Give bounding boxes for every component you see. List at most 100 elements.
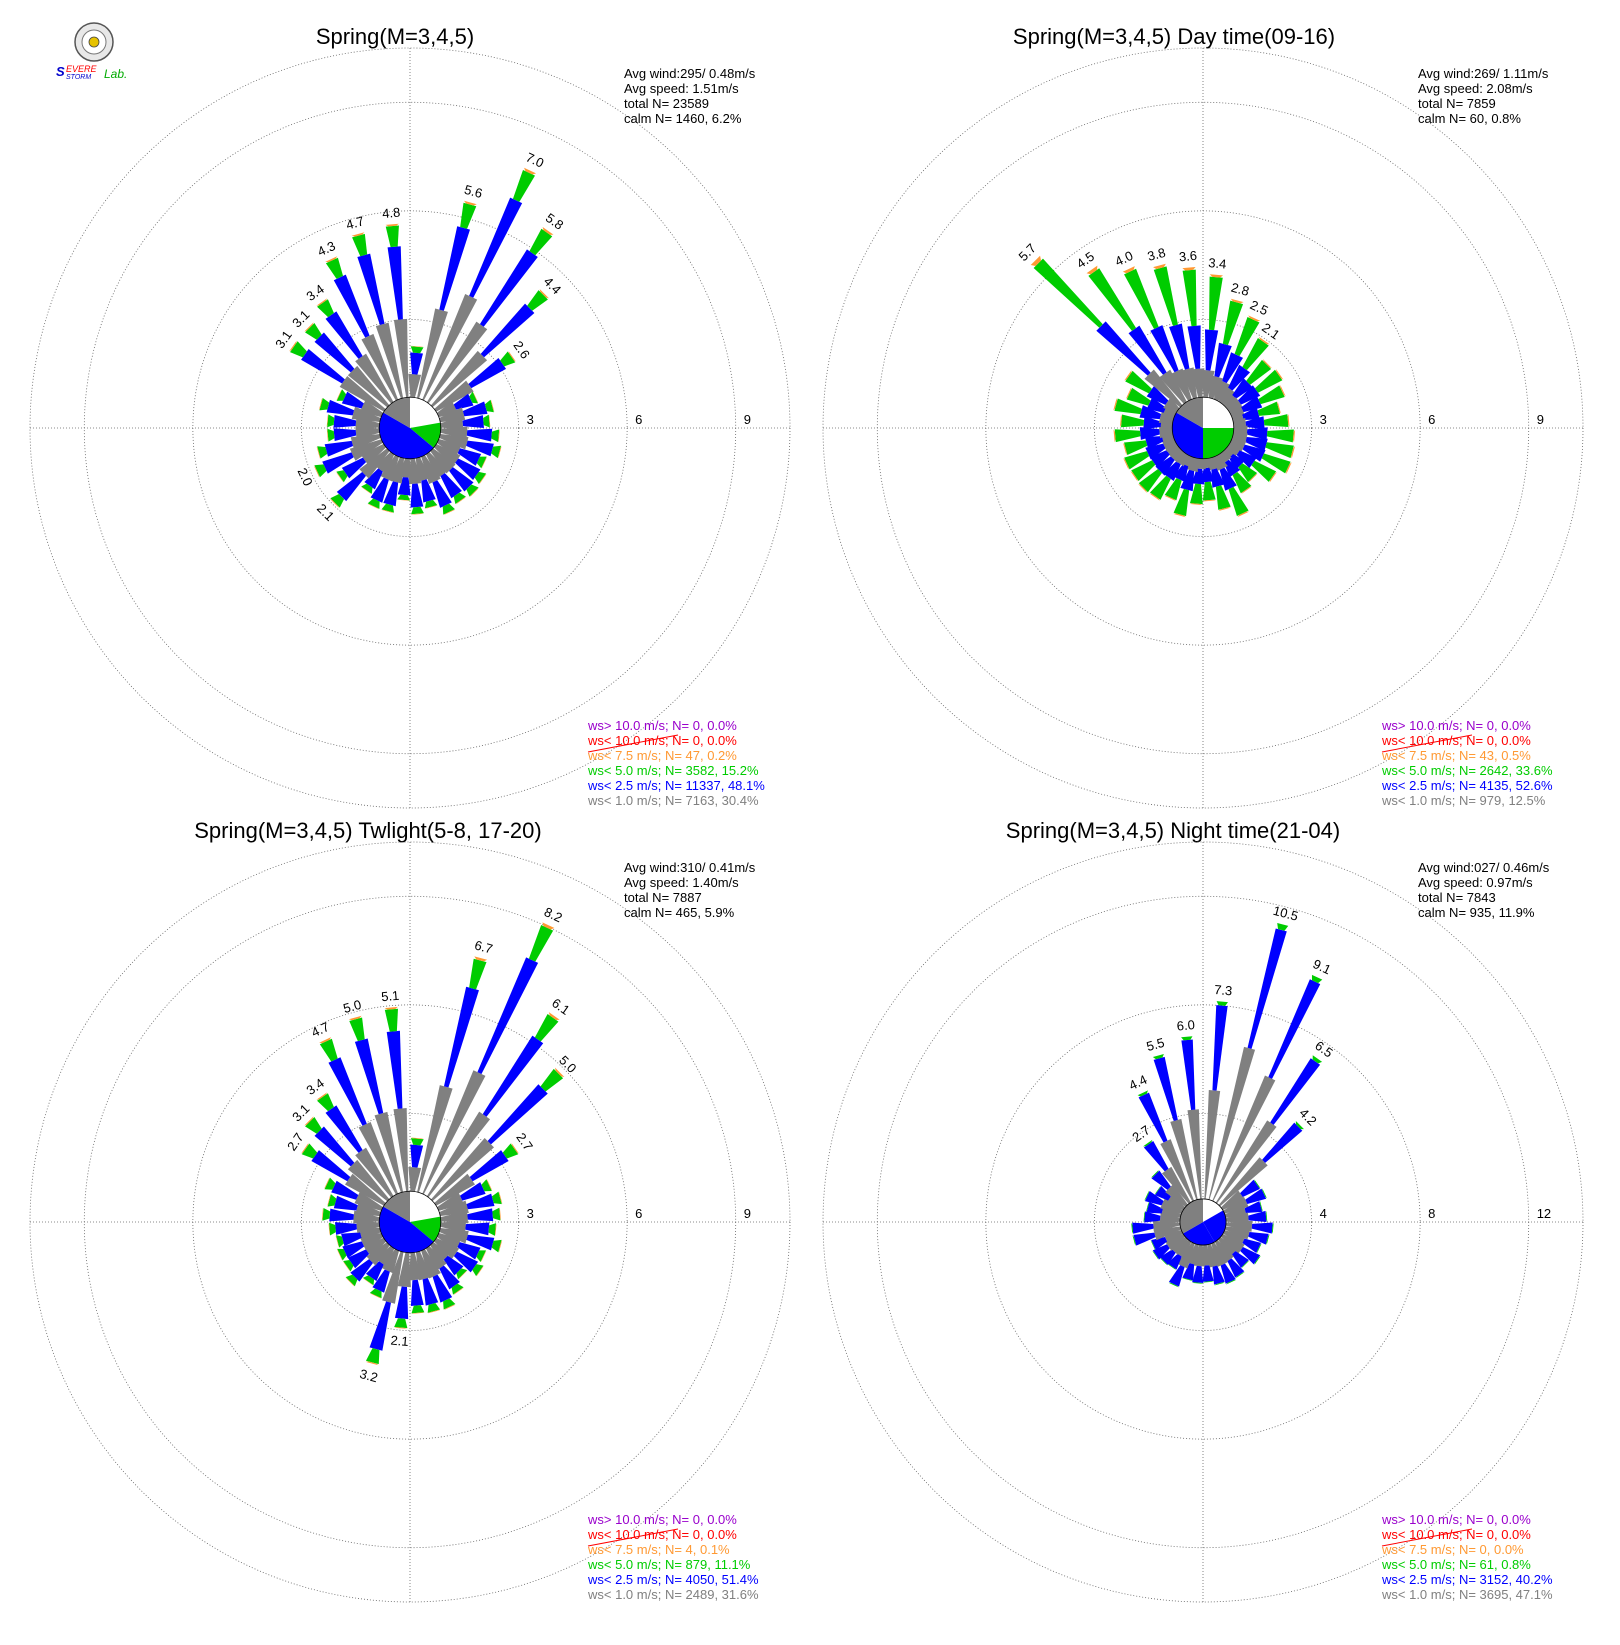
sector-bar-65-seg0 (1223, 1196, 1249, 1214)
sector-bar-195-seg2 (1182, 1278, 1193, 1282)
sector-bar-295-seg0 (354, 1191, 383, 1211)
sector-bar-335-seg2 (1137, 1090, 1148, 1097)
sector-bar-195-seg0 (382, 1251, 404, 1304)
sector-bar-305-seg3 (289, 340, 297, 352)
sector-bar-345-seg2 (1153, 266, 1178, 326)
sector-bar-225-seg2 (1138, 469, 1162, 493)
calm-hub-outline (378, 396, 442, 460)
sector-bar-275-seg1 (329, 1208, 354, 1222)
sector-bar-235-seg2 (343, 1260, 354, 1272)
legend-entry-3: ws< 7.5 m/s; N= 4, 0.1% (587, 1542, 730, 1557)
sector-bar-65-seg1 (460, 1182, 486, 1201)
legend-entry-3: ws< 7.5 m/s; N= 0, 0.0% (1381, 1542, 1524, 1557)
sector-bar-75-seg1 (466, 1193, 495, 1210)
sector-bar-215-seg1 (364, 468, 383, 490)
sector-bar-115-seg0 (1223, 1230, 1246, 1246)
sector-total-label: 2.1 (390, 1333, 409, 1350)
sector-bar-295-seg2 (336, 389, 347, 401)
sector-bar-55-seg0 (434, 380, 474, 412)
sector-bar-195-seg1 (1180, 469, 1195, 492)
legend-entry-2: ws< 10.0 m/s; N= 0, 0.0% (1381, 1527, 1531, 1542)
sector-bar-325-seg2 (1143, 1139, 1153, 1147)
sector-bar-285-seg1 (326, 399, 355, 416)
sector-bar-135-seg3 (469, 487, 480, 498)
calm-hub-outline (378, 1190, 442, 1254)
sector-total-label: 5.8 (543, 210, 566, 233)
sector-bar-325-seg2 (1088, 268, 1137, 331)
sector-bar-305-seg1 (1146, 385, 1169, 405)
sector-bar-115-seg1 (1242, 1238, 1262, 1254)
sector-bar-95-seg3 (495, 1223, 497, 1236)
sector-bar-275-seg1 (1144, 1211, 1161, 1223)
radial-ring-1 (301, 1113, 519, 1331)
sector-total-label: 4.4 (1127, 1072, 1150, 1093)
sector-total-label: 2.7 (284, 1130, 307, 1153)
sector-bar-65-seg0 (436, 1192, 464, 1211)
sector-bar-265-seg3 (326, 428, 329, 442)
sector-bar-75-seg2 (1259, 1200, 1263, 1212)
sector-bar-305-seg1 (301, 348, 345, 384)
sector-bar-205-seg1 (1173, 464, 1189, 482)
sector-bar-125-seg0 (433, 1237, 460, 1260)
sector-bar-65-seg3 (473, 391, 479, 404)
sector-bar-55-seg1 (469, 1150, 509, 1182)
sector-bar-205-seg1 (1168, 1265, 1185, 1287)
sector-bar-305-seg3 (300, 1142, 309, 1154)
sector-bar-145-seg2 (453, 492, 466, 505)
sector-bar-125-seg3 (479, 473, 487, 485)
sector-bar-135-seg2 (1241, 1260, 1250, 1269)
stats-line-2: Avg speed: 2.08m/s (1418, 81, 1533, 96)
sector-total-label: 4.0 (1113, 248, 1136, 269)
sector-bar-45-seg1 (1232, 378, 1253, 399)
sector-bar-155-seg2 (443, 1298, 456, 1310)
sector-bar-265-seg2 (1114, 429, 1141, 443)
sector-bar-255-seg3 (316, 446, 320, 459)
sector-total-label: 3.4 (1208, 255, 1227, 272)
sector-bar-315-seg0 (347, 365, 390, 408)
sector-bar-95-seg2 (1271, 1222, 1274, 1234)
legend-entry-5: ws< 2.5 m/s; N= 11337, 48.1% (587, 778, 765, 793)
sector-bar-75-seg3 (499, 1191, 503, 1204)
radial-tick-label: 6 (1428, 412, 1435, 427)
sector-bar-45-seg2 (1295, 1121, 1304, 1130)
sector-bar-205-seg2 (1168, 1282, 1179, 1288)
sector-bar-335-seg1 (333, 274, 370, 338)
sector-bar-295-seg2 (324, 1177, 336, 1190)
sector-bar-175-seg1 (1201, 467, 1215, 483)
sector-bar-325-seg0 (355, 353, 394, 404)
sector-bar-165-seg1 (422, 1278, 439, 1306)
sector-bar-275-seg3 (1119, 414, 1122, 428)
sector-bar-95-seg0 (440, 426, 468, 440)
sector-bar-145-seg1 (440, 473, 462, 499)
radial-tick-label: 4 (1320, 1206, 1327, 1221)
sector-bar-315-seg2 (1150, 1169, 1159, 1178)
sector-bar-15-seg0 (417, 1085, 453, 1193)
sector-bar-255-seg1 (341, 1232, 362, 1247)
sector-bar-135-seg2 (466, 484, 479, 497)
sector-bar-5-seg2 (1209, 276, 1223, 331)
sector-bar-335-seg2 (325, 257, 344, 279)
sector-bar-185-seg2 (394, 1318, 408, 1329)
sector-bar-235-seg2 (336, 470, 348, 483)
legend-entry-3: ws< 7.5 m/s; N= 43, 0.5% (1381, 748, 1531, 763)
legend-entry-1: ws> 10.0 m/s; N= 0, 0.0% (587, 718, 737, 733)
sector-bar-355-seg0 (1187, 1109, 1202, 1200)
sector-bar-285-seg1 (1146, 1201, 1163, 1214)
sector-bar-25-seg0 (422, 294, 478, 401)
sector-bar-305-seg2 (1154, 1185, 1161, 1195)
sector-bar-325-seg3 (316, 1092, 328, 1100)
sector-bar-225-seg1 (1155, 456, 1175, 476)
calm-hub-slice-1 (410, 1216, 441, 1242)
sector-bar-5-seg2 (410, 346, 424, 354)
sector-bar-215-seg2 (362, 1275, 375, 1286)
sector-bar-315-seg1 (314, 1126, 355, 1167)
sector-bar-95-seg1 (466, 428, 493, 442)
sector-bar-135-seg2 (1238, 463, 1258, 483)
sector-bar-235-seg3 (342, 1261, 351, 1272)
sector-bar-15-seg1 (443, 986, 479, 1088)
sector-bar-335-seg1 (1150, 325, 1179, 373)
sector-bar-45-seg2 (540, 1068, 564, 1092)
sector-bar-335-seg3 (325, 256, 338, 263)
sector-bar-95-seg1 (1251, 1222, 1273, 1234)
